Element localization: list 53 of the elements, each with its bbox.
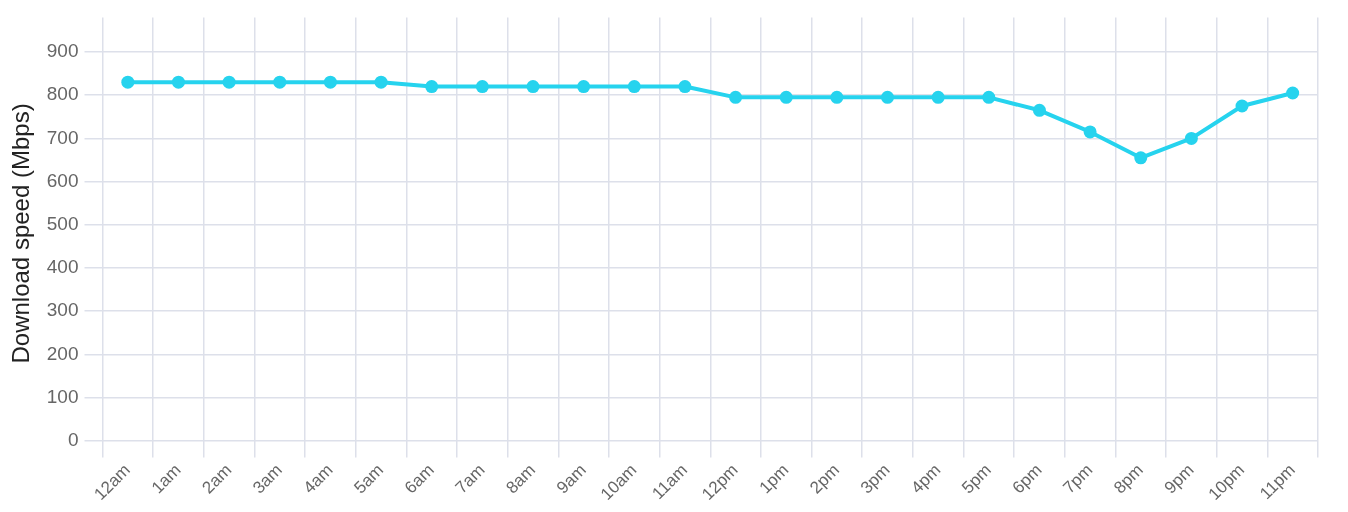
point — [1184, 131, 1198, 145]
x-tick-label: 8pm — [1110, 460, 1147, 498]
point — [374, 75, 388, 89]
x-tick-label: 1pm — [755, 460, 793, 498]
point — [830, 90, 844, 104]
x-tick-label: 9am — [552, 460, 590, 498]
x-tick-label: 6am — [401, 460, 438, 498]
x-tick-label: 7am — [451, 460, 489, 498]
x-tick-label: 6pm — [1008, 460, 1046, 498]
point — [982, 90, 996, 104]
point — [273, 75, 287, 89]
y-tick-label: 0 — [67, 429, 79, 451]
point — [678, 80, 692, 94]
x-tick-label: 3pm — [856, 460, 894, 498]
y-tick-label: 400 — [46, 256, 79, 278]
point — [577, 80, 591, 94]
x-tick-label: 4am — [299, 460, 337, 498]
y-tick-label: 900 — [46, 40, 79, 62]
y-tick-label: 600 — [46, 169, 79, 191]
point — [1032, 103, 1046, 117]
point — [1083, 125, 1097, 139]
point — [323, 75, 337, 89]
point — [1286, 86, 1300, 100]
point — [425, 80, 439, 94]
y-tick-label: 200 — [46, 342, 79, 364]
point — [121, 75, 135, 89]
point — [627, 80, 641, 94]
x-tick-label: 8am — [502, 460, 540, 498]
y-tick-label: 700 — [46, 126, 79, 148]
y-tick-label: 100 — [46, 385, 79, 407]
point — [931, 90, 945, 104]
x-tick-label: 5am — [350, 460, 388, 498]
point — [526, 80, 540, 94]
y-axis-title: Download speed (Mbps) — [7, 103, 35, 364]
point — [171, 75, 185, 89]
point — [881, 90, 895, 104]
x-tick-label: 2am — [198, 460, 236, 498]
point — [1235, 99, 1249, 113]
y-tick-label: 500 — [46, 213, 79, 235]
x-tick-label: 7pm — [1059, 460, 1097, 498]
point — [222, 75, 236, 89]
point — [779, 90, 793, 104]
x-tick-label: 9pm — [1160, 460, 1198, 498]
point — [1134, 151, 1148, 165]
x-tick-label: 5pm — [958, 460, 995, 498]
point — [475, 80, 489, 94]
point — [729, 90, 743, 104]
x-tick-label: 2pm — [806, 460, 844, 498]
x-tick-label: 4pm — [907, 460, 945, 498]
y-tick-label: 800 — [46, 83, 79, 105]
y-tick-label: 300 — [46, 299, 79, 321]
x-tick-label: 3am — [249, 460, 286, 498]
x-tick-label: 1am — [147, 460, 185, 498]
